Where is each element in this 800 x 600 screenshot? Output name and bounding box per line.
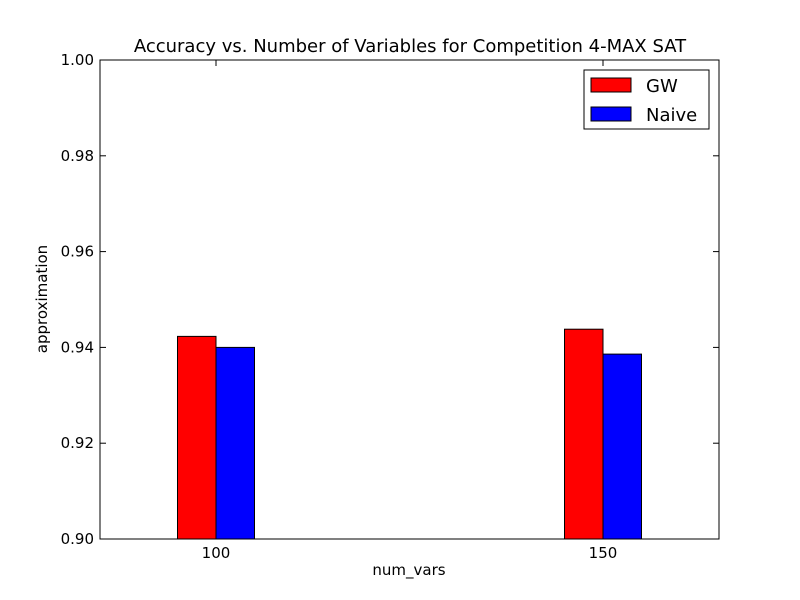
y-tick-label: 0.90 xyxy=(61,530,94,548)
x-tick-label: 100 xyxy=(202,544,231,562)
x-axis-label: num_vars xyxy=(372,561,445,580)
bar-gw-100 xyxy=(177,335,217,540)
y-tick-label: 0.92 xyxy=(61,434,94,452)
y-tick-label: 0.96 xyxy=(61,243,94,261)
y-tick-label: 0.98 xyxy=(61,147,94,165)
plot-frame xyxy=(99,59,720,540)
legend-label-naive: Naive xyxy=(646,105,697,126)
bar-naive-100 xyxy=(215,346,255,540)
legend: GW Naive xyxy=(583,69,710,130)
y-tick-label: 0.94 xyxy=(61,338,94,356)
x-axis: 100 150 xyxy=(202,60,618,562)
legend-swatch-naive xyxy=(590,106,632,122)
y-axis: 0.90 0.92 0.94 0.96 0.98 1.00 xyxy=(61,51,719,548)
y-axis-label: approximation xyxy=(33,245,51,353)
bars-group xyxy=(177,328,642,540)
y-tick-label: 1.00 xyxy=(61,51,94,69)
x-tick-label: 150 xyxy=(589,544,618,562)
chart-title: Accuracy vs. Number of Variables for Com… xyxy=(134,36,687,57)
bar-naive-150 xyxy=(602,353,642,540)
legend-swatch-gw xyxy=(590,77,632,93)
legend-label-gw: GW xyxy=(646,76,678,97)
bar-gw-150 xyxy=(564,328,604,540)
